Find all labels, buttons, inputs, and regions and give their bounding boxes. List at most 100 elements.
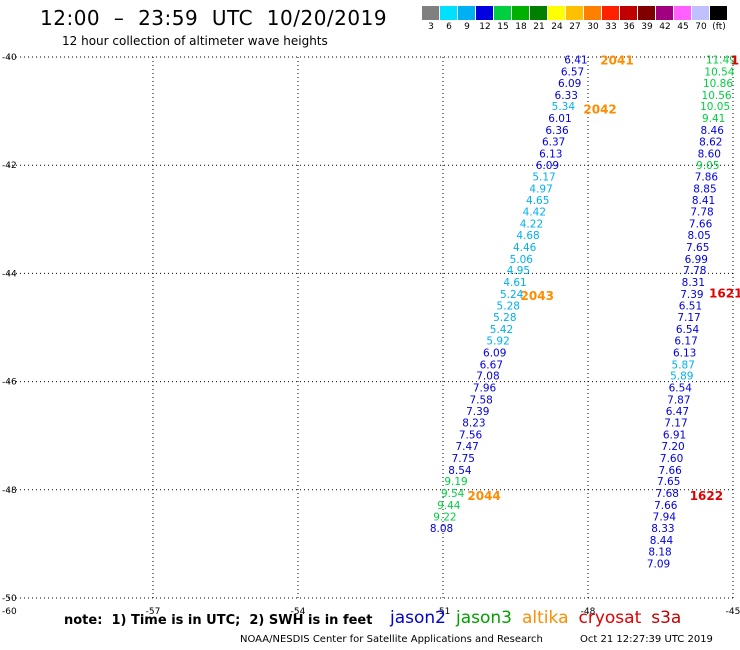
legend-s3a: s3a: [651, 608, 682, 628]
swh-value-cryosat: 9.41: [702, 113, 725, 125]
swh-value-cryosat: 6.54: [676, 324, 700, 336]
swh-value-altika: 5.24: [500, 289, 524, 301]
swh-value-cryosat: 7.65: [657, 476, 680, 488]
swh-value-cryosat: 7.20: [661, 441, 684, 453]
swh-value-cryosat: 6.51: [679, 300, 702, 312]
swh-value-cryosat: 10.05: [700, 101, 730, 113]
swh-value-altika: 6.41: [564, 55, 587, 67]
swh-value-cryosat: 7.09: [647, 558, 670, 570]
footer-source: NOAA/NESDIS Center for Satellite Applica…: [240, 634, 543, 645]
swh-value-cryosat: 8.46: [701, 125, 725, 137]
swh-value-altika: 5.28: [497, 300, 520, 312]
swh-value-altika: 7.39: [466, 406, 489, 418]
swh-value-altika: 4.65: [526, 195, 549, 207]
swh-value-altika: 5.17: [532, 172, 555, 184]
color-scale-label: 30: [587, 22, 599, 32]
swh-value-cryosat: 11.49: [706, 55, 736, 67]
swh-value-altika: 6.57: [561, 67, 584, 79]
satellite-legend: jason2 jason3 altika cryosat s3a: [390, 608, 691, 628]
color-swatch: [674, 6, 692, 20]
swh-value-altika: 4.97: [529, 183, 552, 195]
color-scale-label: 70: [695, 22, 707, 32]
swh-value-altika: 9.22: [433, 511, 456, 523]
swh-value-altika: 5.42: [490, 324, 513, 336]
color-swatch: [656, 6, 674, 20]
swh-value-cryosat: 6.47: [666, 406, 689, 418]
color-swatch: [458, 6, 476, 20]
swh-value-altika: 8.08: [430, 523, 453, 535]
color-swatch: [584, 6, 602, 20]
color-scale-label: 42: [659, 22, 671, 32]
swh-value-altika: 7.58: [469, 394, 492, 406]
swh-value-cryosat: 8.31: [682, 277, 705, 289]
swh-value-cryosat: 7.17: [677, 312, 700, 324]
swh-value-cryosat: 7.17: [664, 418, 687, 430]
color-swatch: [602, 6, 620, 20]
pass-time-label: 2044: [467, 489, 500, 503]
y-tick-label: -42: [2, 161, 17, 171]
pass-time-label: 1620: [731, 54, 740, 68]
swh-value-cryosat: 7.66: [689, 219, 713, 231]
swh-value-cryosat: 7.65: [686, 242, 709, 254]
swh-value-cryosat: 7.78: [690, 207, 713, 219]
swh-value-altika: 4.22: [520, 219, 543, 231]
swh-value-altika: 7.96: [473, 383, 497, 395]
x-tick-label: -57: [146, 607, 161, 617]
footer-date: Oct 21 12:27:39 UTC 2019: [580, 634, 713, 645]
swh-value-altika: 7.56: [459, 430, 483, 442]
color-swatch: [422, 6, 440, 20]
color-scale-label: 12: [479, 22, 491, 32]
color-swatch: [620, 6, 638, 20]
swh-value-cryosat: 10.54: [704, 67, 734, 79]
swh-value-cryosat: 7.60: [660, 453, 683, 465]
color-swatch: [638, 6, 656, 20]
swh-value-altika: 8.54: [448, 465, 472, 477]
y-tick-label: -40: [2, 53, 17, 63]
swh-value-cryosat: 7.86: [695, 172, 719, 184]
color-scale-label: (ft): [712, 22, 726, 32]
color-scale-bar: [422, 6, 728, 20]
pass-time-label: 2042: [583, 102, 616, 116]
legend-altika: altika: [522, 608, 569, 628]
color-swatch: [692, 6, 710, 20]
swh-value-cryosat: 8.18: [648, 546, 671, 558]
color-swatch: [512, 6, 530, 20]
swh-value-cryosat: 5.87: [672, 359, 695, 371]
swh-value-cryosat: 6.13: [673, 347, 696, 359]
color-scale-label: 36: [623, 22, 635, 32]
pass-time-label: 1622: [690, 489, 723, 503]
swh-value-cryosat: 7.68: [656, 488, 679, 500]
color-swatch: [530, 6, 548, 20]
swh-value-cryosat: 6.54: [669, 383, 693, 395]
legend-jason3: jason3: [456, 608, 512, 628]
swh-value-altika: 6.67: [480, 359, 503, 371]
swh-value-altika: 4.68: [516, 230, 539, 242]
x-tick-label: -54: [291, 607, 306, 617]
corner-tick-label: -60: [2, 607, 17, 617]
color-scale-label: 18: [515, 22, 527, 32]
swh-value-cryosat: 9.05: [696, 160, 719, 172]
swh-value-cryosat: 8.33: [651, 523, 674, 535]
swh-value-cryosat: 7.87: [667, 394, 690, 406]
swh-value-altika: 7.08: [476, 371, 499, 383]
pass-time-label: 2043: [521, 289, 554, 303]
swh-value-altika: 9.54: [441, 488, 465, 500]
swh-value-altika: 8.23: [462, 418, 485, 430]
color-scale-label: 27: [569, 22, 581, 32]
color-scale-label: 9: [464, 22, 470, 32]
color-scale-label: 21: [533, 22, 545, 32]
color-scale-label: 6: [446, 22, 452, 32]
swh-value-cryosat: 6.91: [663, 430, 686, 442]
swh-value-altika: 6.36: [545, 125, 569, 137]
swh-value-altika: 6.09: [483, 347, 506, 359]
swh-value-altika: 6.09: [558, 78, 581, 90]
color-swatch: [566, 6, 584, 20]
swh-value-altika: 5.28: [493, 312, 516, 324]
swh-value-cryosat: 8.41: [692, 195, 715, 207]
x-tick-label: -51: [436, 607, 451, 617]
y-tick-label: -44: [2, 269, 17, 279]
swh-value-cryosat: 10.56: [702, 90, 732, 102]
color-swatch: [710, 6, 728, 20]
